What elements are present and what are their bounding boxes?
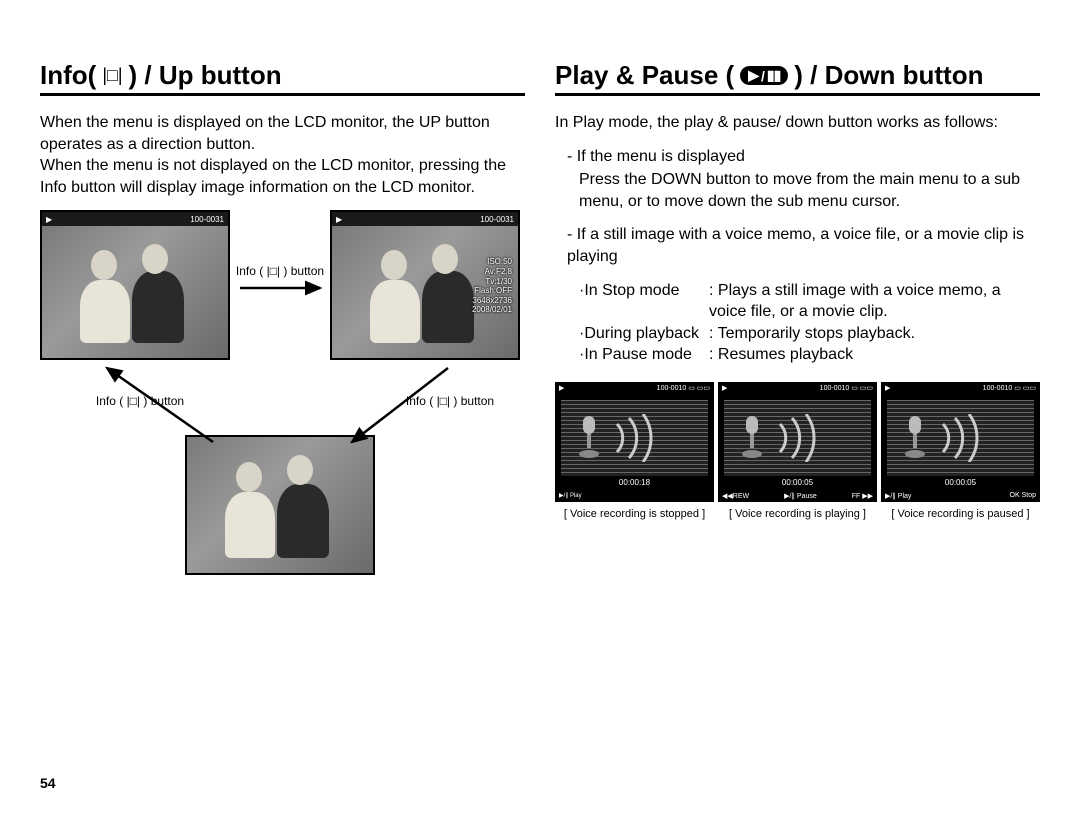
ff-hint: FF ▶▶ (852, 492, 873, 500)
image-info-overlay: ISO:50 Av:F2.8 Tv:1/30 Flash:OFF 3648x27… (472, 257, 512, 315)
arrow-downleft-icon (340, 360, 460, 455)
info-cycle-diagram: ▶100-0031 ▶100-0031 (40, 210, 525, 570)
right-column: Play & Pause ( ▶/▮▮ ) / Down button In P… (555, 60, 1040, 570)
left-column: Info( |□| ) / Up button When the menu is… (40, 60, 525, 570)
page-number: 54 (40, 775, 56, 791)
voice-shot-playing: ▶100-0010 ▭ ▭▭ 00:00:05 ◀◀REW ▶/∥ Pause … (718, 382, 877, 502)
heading-suffix: ) / Up button (129, 60, 282, 91)
file-counter: 100-0031 (190, 215, 224, 224)
lcd-screenshot-basic: ▶100-0031 (40, 210, 230, 360)
microphone-icon (738, 414, 766, 462)
bullet-playing-lead: - If a still image with a voice memo, a … (567, 224, 1040, 267)
arrow-right-icon (238, 278, 328, 303)
time-display: 00:00:18 (555, 477, 714, 488)
mode-desc: : Temporarily stops playback. (709, 323, 1040, 345)
heading-prefix: Play & Pause ( (555, 60, 734, 91)
mode-desc: : Resumes playback (709, 344, 1040, 366)
sound-waves-icon (774, 414, 834, 462)
rew-hint: ◀◀REW (722, 492, 749, 500)
time-display: 00:00:05 (718, 477, 877, 488)
mode-row-pause: ·In Pause mode : Resumes playback (579, 344, 1040, 366)
right-intro: In Play mode, the play & pause/ down but… (555, 112, 1040, 134)
mode-row-stop: ·In Stop mode : Plays a still image with… (579, 280, 1040, 323)
right-heading: Play & Pause ( ▶/▮▮ ) / Down button (555, 60, 1040, 96)
heading-suffix: ) / Down button (794, 60, 983, 91)
stop-hint: OK Stop (1010, 492, 1036, 499)
voice-caption: [ Voice recording is playing ] (718, 508, 877, 520)
voice-shot-stopped: ▶100-0010 ▭ ▭▭ 00:00:18 ▶/∥ Play (555, 382, 714, 502)
play-hint: ▶/∥ Play (559, 492, 582, 499)
info-icon: |□| (102, 65, 122, 86)
left-heading: Info( |□| ) / Up button (40, 60, 525, 96)
left-paragraph: When the menu is displayed on the LCD mo… (40, 112, 525, 198)
bullet-menu-lead: - If the menu is displayed (567, 146, 1040, 168)
mode-label: ·In Stop mode (579, 280, 709, 323)
arrow-upleft-icon (95, 360, 225, 455)
sound-waves-icon (937, 414, 997, 462)
voice-screenshot-row: ▶100-0010 ▭ ▭▭ 00:00:18 ▶/∥ Play ▶100-00… (555, 382, 1040, 502)
time-display: 00:00:05 (881, 477, 1040, 488)
file-counter: 100-0031 (480, 215, 514, 224)
sound-waves-icon (611, 414, 671, 462)
pause-hint: ▶/∥ Pause (784, 492, 817, 500)
play-hint: ▶/∥ Play (885, 492, 911, 500)
mode-desc: : Plays a still image with a voice memo,… (709, 280, 1040, 323)
arrow-label-top: Info ( |□| ) button (235, 264, 325, 278)
play-pause-icon: ▶/▮▮ (740, 66, 788, 85)
lcd-screenshot-info: ▶100-0031 ISO:50 Av:F2.8 Tv:1/30 Flash:O… (330, 210, 520, 360)
lcd-screenshot-plain (185, 435, 375, 575)
voice-caption: [ Voice recording is stopped ] (555, 508, 714, 520)
voice-shot-paused: ▶100-0010 ▭ ▭▭ 00:00:05 ▶/∥ Play OK Stop (881, 382, 1040, 502)
microphone-icon (575, 414, 603, 462)
bullet-menu-body: Press the DOWN button to move from the m… (579, 169, 1040, 212)
mode-label: ·During playback (579, 323, 709, 345)
mode-label: ·In Pause mode (579, 344, 709, 366)
mode-row-playback: ·During playback : Temporarily stops pla… (579, 323, 1040, 345)
heading-prefix: Info( (40, 60, 96, 91)
microphone-icon (901, 414, 929, 462)
voice-captions: [ Voice recording is stopped ] [ Voice r… (555, 508, 1040, 520)
voice-caption: [ Voice recording is paused ] (881, 508, 1040, 520)
